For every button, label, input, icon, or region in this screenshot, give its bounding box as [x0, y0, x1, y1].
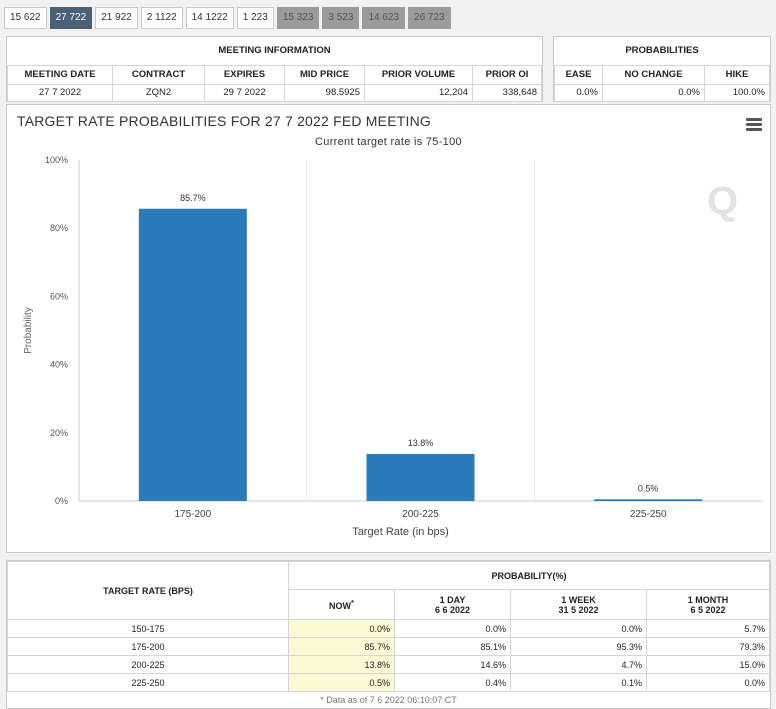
tab-meeting[interactable]: 15 323: [276, 7, 320, 29]
tab-meeting[interactable]: 15 622: [4, 7, 47, 29]
y-tick-label: 20%: [50, 428, 68, 438]
watermark-logo: Q: [707, 179, 739, 223]
tab-meeting[interactable]: 2 1122: [140, 7, 183, 29]
bar: [138, 208, 247, 501]
probabilities-title: PROBABILITIES: [554, 37, 770, 66]
meeting-date-value: 27 7 2022: [7, 83, 113, 102]
probabilities-panel: PROBABILITIES EASE NO CHANGE HIKE 0.0% 0…: [553, 36, 771, 102]
tab-meeting-active[interactable]: 27 722: [49, 7, 93, 29]
no-change-value: 0.0%: [602, 83, 705, 102]
y-tick-label: 100%: [45, 155, 68, 165]
col-no-change: NO CHANGE: [602, 64, 705, 85]
bar-data-label: 0.5%: [638, 483, 659, 493]
hike-value: 100.0%: [704, 83, 770, 102]
bar-data-label: 85.7%: [180, 193, 206, 203]
col-prior-volume: PRIOR VOLUME: [364, 64, 473, 85]
col-prior-oi: PRIOR OI: [472, 64, 542, 85]
bar: [594, 499, 703, 501]
one-week-header: 1 WEEK 31 5 2022: [510, 589, 647, 620]
ease-value: 0.0%: [554, 83, 603, 102]
table-row: 150-175 0.0% 0.0% 0.0% 5.7%: [7, 619, 770, 638]
x-tick-label: 200-225: [402, 509, 439, 520]
mid-price-value: 98.5925: [284, 83, 365, 102]
probability-header: PROBABILITY(%): [288, 561, 770, 590]
prior-oi-value: 338,648: [472, 83, 542, 102]
col-hike: HIKE: [704, 64, 770, 85]
tab-meeting[interactable]: 14 623: [362, 7, 406, 29]
bar: [366, 453, 475, 501]
table-row: 175-200 85.7% 85.1% 95.3% 79.3%: [7, 637, 770, 656]
y-tick-label: 40%: [50, 360, 68, 370]
x-tick-label: 175-200: [174, 509, 211, 520]
chart-panel: TARGET RATE PROBABILITIES FOR 27 7 2022 …: [6, 104, 771, 553]
x-tick-label: 225-250: [630, 509, 667, 520]
meeting-tabs: 15 622 27 722 21 922 2 1122 14 1222 1 22…: [4, 7, 454, 29]
col-ease: EASE: [554, 64, 603, 85]
bar-data-label: 13.8%: [408, 438, 434, 448]
col-mid-price: MID PRICE: [284, 64, 365, 85]
contract-value: ZQN2: [112, 83, 205, 102]
now-header: NOW*: [288, 589, 395, 620]
meeting-information-title: MEETING INFORMATION: [7, 37, 542, 66]
tab-meeting[interactable]: 26 723: [408, 7, 451, 29]
table-row: 200-225 13.8% 14.6% 4.7% 15.0%: [7, 655, 770, 674]
y-tick-label: 0%: [55, 496, 68, 506]
target-rate-header: TARGET RATE (BPS): [7, 561, 289, 620]
y-tick-label: 60%: [50, 291, 68, 301]
col-contract: CONTRACT: [112, 64, 205, 85]
bar-chart: 0% 20% 40% 60% 80% 100% 85.7% 175-200 13.8% 200-2…: [23, 155, 762, 538]
col-expires: EXPIRES: [204, 64, 285, 85]
chart-menu-icon[interactable]: [746, 118, 762, 131]
prior-volume-value: 12,204: [364, 83, 473, 102]
col-meeting-date: MEETING DATE: [7, 64, 113, 85]
x-axis-title: Target Rate (in bps): [352, 526, 449, 538]
chart-subtitle: Current target rate is 75-100: [315, 136, 462, 148]
one-month-header: 1 MONTH 6 5 2022: [646, 589, 770, 620]
table-row: 225-250 0.5% 0.4% 0.1% 0.0%: [7, 673, 770, 692]
one-day-header: 1 DAY 6 6 2022: [394, 589, 511, 620]
expires-value: 29 7 2022: [204, 83, 285, 102]
probability-history-panel: TARGET RATE (BPS) PROBABILITY(%) NOW* 1 …: [6, 560, 771, 709]
tab-meeting[interactable]: 21 922: [95, 7, 138, 29]
meeting-information-panel: MEETING INFORMATION MEETING DATE CONTRAC…: [6, 36, 543, 102]
y-axis-title: Probability: [23, 307, 34, 354]
y-tick-label: 80%: [50, 223, 68, 233]
data-timestamp-footnote: * Data as of 7 6 2022 06:10:07 CT: [320, 695, 457, 705]
tab-meeting[interactable]: 3 523: [322, 7, 360, 29]
chart-title: TARGET RATE PROBABILITIES FOR 27 7 2022 …: [17, 113, 431, 129]
tab-meeting[interactable]: 1 223: [236, 7, 274, 29]
tab-meeting[interactable]: 14 1222: [185, 7, 234, 29]
